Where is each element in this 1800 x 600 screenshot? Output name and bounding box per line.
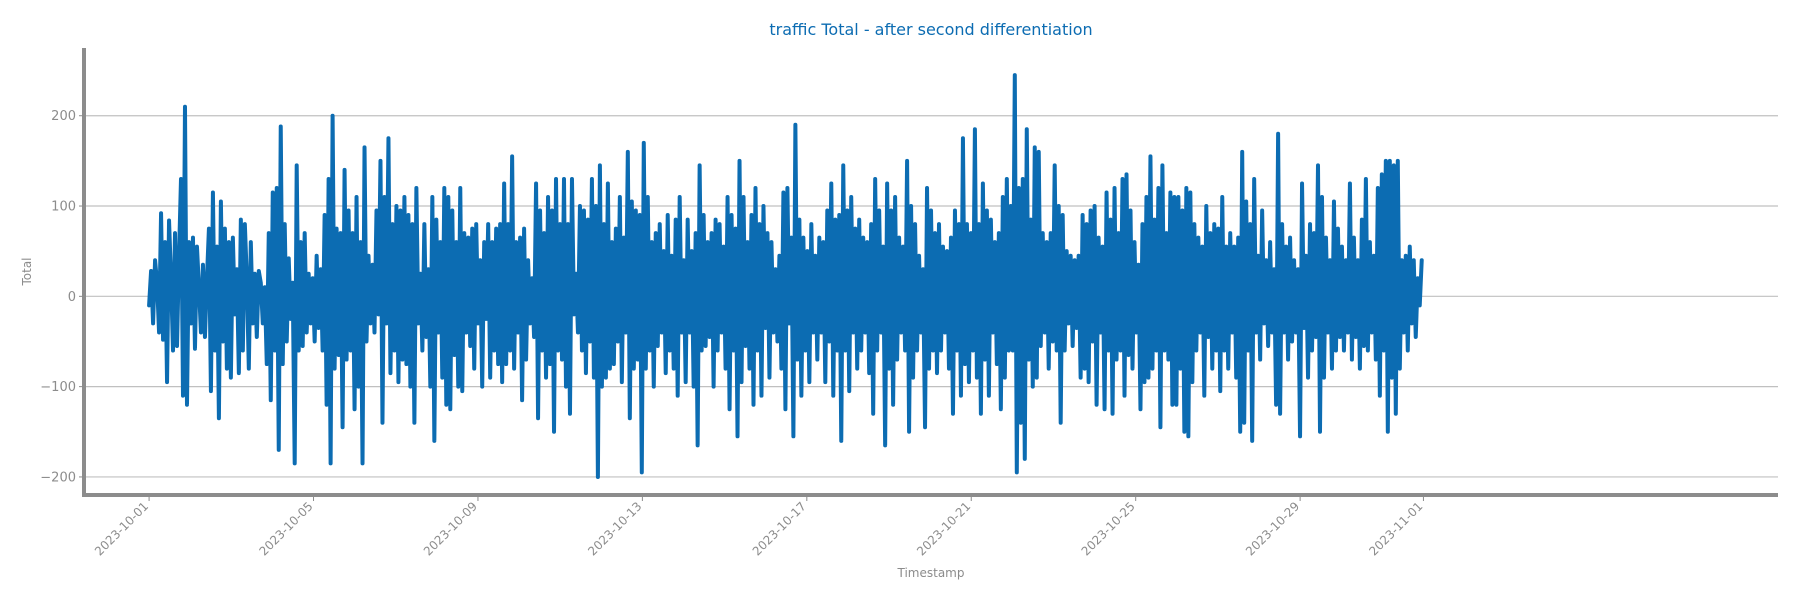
x-tick-label: 2023-10-13	[585, 499, 644, 558]
x-tick-label: 2023-10-21	[914, 499, 973, 558]
y-axis-label: Total	[20, 257, 34, 286]
y-tick-label: 200	[51, 109, 76, 124]
x-tick-labels: 2023-10-01 2023-10-05 2023-10-09 2023-10-13…	[92, 495, 1426, 558]
x-tick-label: 2023-11-01	[1366, 499, 1425, 558]
y-tick-label: 100	[51, 200, 76, 215]
axes	[82, 48, 1778, 497]
y-tick-label: −100	[40, 380, 76, 395]
x-axis-label: Timestamp	[897, 566, 965, 580]
y-tick-label: −200	[40, 470, 76, 485]
x-tick-label: 2023-10-09	[421, 499, 480, 558]
x-tick-label: 2023-10-05	[256, 499, 315, 558]
y-tick-label: 0	[68, 290, 76, 305]
y-tick-labels: −200 −100 0 100 200	[40, 109, 84, 485]
x-tick-label: 2023-10-17	[750, 499, 809, 558]
x-tick-label: 2023-10-01	[92, 499, 151, 558]
chart-title: traffic Total - after second differentia…	[769, 20, 1092, 39]
x-tick-label: 2023-10-29	[1243, 499, 1302, 558]
series-lines	[147, 73, 1424, 479]
x-tick-label: 2023-10-25	[1079, 499, 1138, 558]
series-line	[147, 73, 1424, 479]
